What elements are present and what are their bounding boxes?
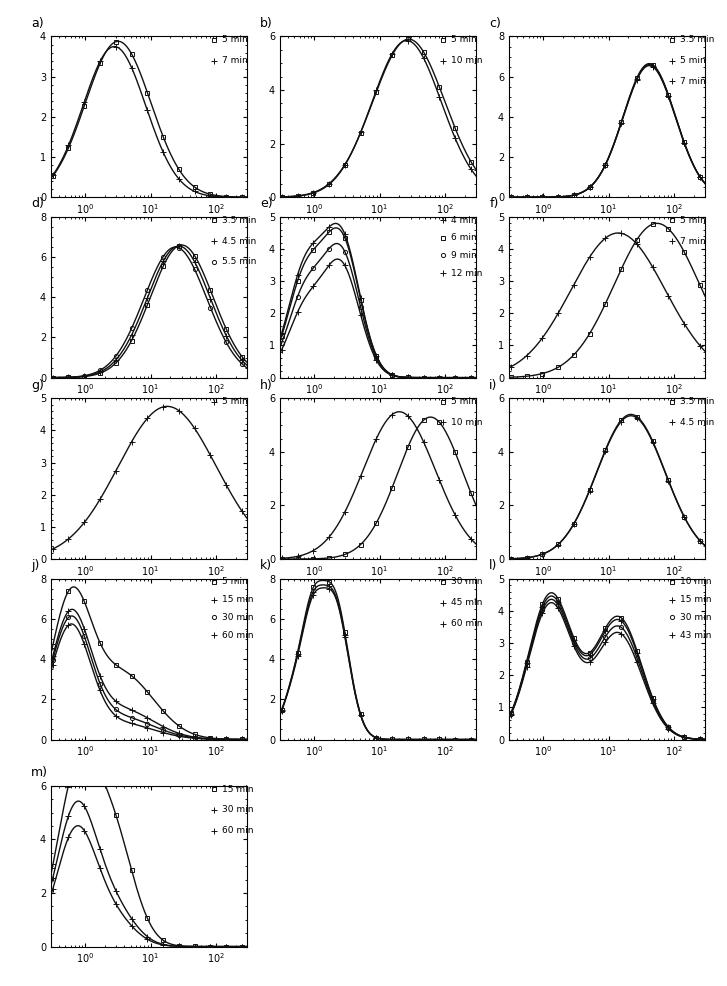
Text: 60 min: 60 min (451, 619, 482, 628)
Text: f): f) (489, 197, 499, 210)
Text: 5 min: 5 min (451, 35, 476, 44)
Text: 5 min: 5 min (680, 216, 705, 225)
Text: 4.5 min: 4.5 min (222, 237, 256, 246)
Text: 9 min: 9 min (451, 251, 476, 260)
Text: 30 min: 30 min (222, 613, 253, 622)
Text: 60 min: 60 min (222, 826, 253, 835)
Text: 4 min: 4 min (451, 216, 476, 225)
Text: 15 min: 15 min (222, 785, 253, 794)
Text: 7 min: 7 min (680, 237, 705, 246)
Text: 30 min: 30 min (222, 806, 253, 814)
Text: 3.5 min: 3.5 min (680, 35, 714, 44)
Text: 7 min: 7 min (222, 56, 247, 65)
Text: 43 min: 43 min (680, 630, 711, 640)
Text: 12 min: 12 min (451, 268, 482, 278)
Text: 5.5 min: 5.5 min (222, 257, 256, 266)
Text: 5 min: 5 min (222, 35, 247, 44)
Text: 15 min: 15 min (680, 596, 711, 604)
Text: 10 min: 10 min (680, 578, 711, 587)
Text: 6 min: 6 min (451, 234, 476, 243)
Text: 10 min: 10 min (451, 418, 482, 427)
Text: d): d) (31, 197, 44, 210)
Text: 10 min: 10 min (451, 56, 482, 65)
Text: 15 min: 15 min (222, 596, 253, 604)
Text: 60 min: 60 min (222, 630, 253, 640)
Text: k): k) (260, 559, 273, 572)
Text: 7 min: 7 min (680, 77, 705, 86)
Text: i): i) (489, 379, 498, 391)
Text: j): j) (31, 559, 40, 572)
Text: h): h) (260, 379, 273, 391)
Text: 3.5 min: 3.5 min (680, 397, 714, 406)
Text: 30 min: 30 min (451, 578, 482, 587)
Text: l): l) (489, 559, 498, 572)
Text: 3.5 min: 3.5 min (222, 216, 256, 225)
Text: 5 min: 5 min (222, 578, 247, 587)
Text: 45 min: 45 min (451, 599, 482, 607)
Text: b): b) (260, 17, 273, 30)
Text: c): c) (489, 17, 501, 30)
Text: 4.5 min: 4.5 min (680, 418, 714, 427)
Text: e): e) (260, 197, 273, 210)
Text: 5 min: 5 min (451, 397, 476, 406)
Text: a): a) (31, 17, 44, 30)
Text: 5 min: 5 min (222, 397, 247, 406)
Text: 30 min: 30 min (680, 613, 711, 622)
Text: 5 min: 5 min (680, 56, 705, 65)
Text: m): m) (31, 766, 48, 779)
Text: g): g) (31, 379, 44, 391)
